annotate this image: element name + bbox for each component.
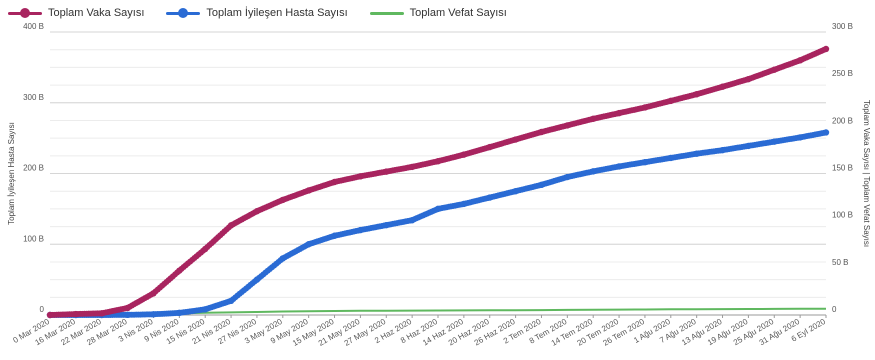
data-point — [538, 128, 545, 136]
data-point — [408, 216, 416, 224]
data-point — [590, 168, 597, 175]
legend-item-toplam-vaka-sayisi[interactable]: Toplam Vaka Sayısı — [8, 7, 144, 19]
data-point — [486, 194, 493, 201]
data-point — [331, 232, 338, 239]
data-point — [253, 276, 261, 283]
data-point — [641, 104, 649, 111]
y-right-tick-label: 300 B — [832, 22, 853, 31]
data-point — [745, 75, 752, 83]
data-point — [305, 241, 312, 248]
data-point — [279, 255, 286, 262]
data-point — [357, 173, 364, 180]
data-point — [383, 221, 390, 229]
data-point — [434, 158, 442, 165]
data-point — [176, 267, 183, 274]
legend-line — [369, 12, 404, 15]
data-point — [46, 311, 54, 319]
data-point — [796, 57, 804, 64]
data-point — [150, 311, 157, 318]
data-point — [202, 306, 209, 313]
data-point — [822, 129, 830, 136]
y-left-tick-label: 100 B — [23, 234, 44, 243]
data-point — [719, 83, 726, 90]
data-point — [383, 168, 390, 175]
legend-swatch — [369, 7, 404, 19]
data-point — [227, 222, 235, 229]
data-point — [434, 205, 442, 213]
legend-item-toplam-vefat-sayisi[interactable]: Toplam Vefat Sayısı — [369, 7, 507, 19]
data-point — [822, 45, 830, 53]
data-point — [719, 146, 726, 154]
y-left-tick-label: 0 — [40, 305, 45, 314]
y-right-tick-label: 150 B — [832, 164, 853, 173]
data-point — [202, 245, 209, 253]
legend-swatch — [8, 7, 42, 19]
y-left-tick-label: 300 B — [23, 93, 44, 102]
data-point — [564, 173, 571, 181]
data-point — [486, 143, 493, 151]
data-point — [72, 310, 80, 318]
data-point — [693, 91, 700, 98]
legend-label: Toplam Vaka Sayısı — [48, 7, 145, 19]
y-right-tick-label: 200 B — [832, 116, 853, 125]
series-toplam-vaka-sayisi — [46, 45, 830, 319]
data-point — [641, 158, 649, 166]
data-point — [512, 187, 519, 195]
data-point — [512, 136, 519, 143]
data-point — [279, 196, 286, 204]
y-right-tick-label: 50 B — [832, 258, 848, 267]
data-point — [460, 200, 468, 208]
data-point — [150, 290, 157, 297]
series-toplam-i-yilesen-hasta-sayisi — [46, 129, 830, 319]
data-point — [98, 310, 105, 317]
data-point — [305, 187, 312, 194]
y-left-axis-title: Toplam İyileşen Hasta Sayısı — [7, 122, 16, 225]
y-left-tick-label: 200 B — [23, 164, 44, 173]
legend-label: Toplam İyileşen Hasta Sayısı — [206, 7, 348, 19]
data-point — [745, 142, 752, 150]
data-point — [538, 181, 545, 189]
data-point — [771, 138, 778, 145]
legend-item-toplam-i-yilesen-hasta-sayisi[interactable]: Toplam İyileşen Hasta Sayısı — [166, 7, 348, 19]
y-right-tick-label: 0 — [832, 305, 837, 314]
y-right-tick-label: 250 B — [832, 69, 853, 78]
y-right-tick-label: 100 B — [832, 211, 853, 220]
data-point — [227, 297, 235, 305]
data-point — [357, 226, 364, 234]
data-point — [796, 134, 804, 141]
data-point — [176, 309, 183, 317]
y-right-axis-title: Toplam Vaka Sayısı | Toplam Vefat Sayısı — [862, 100, 871, 247]
data-point — [667, 154, 674, 162]
data-point — [615, 163, 623, 170]
data-point — [124, 304, 131, 312]
data-point — [564, 122, 571, 129]
data-point — [615, 109, 623, 117]
legend: Toplam Vaka Sayısı Toplam İyileşen Hasta … — [0, 0, 507, 26]
data-point — [460, 151, 468, 158]
data-point — [124, 311, 131, 319]
data-point — [408, 163, 416, 171]
y-left-tick-label: 400 B — [23, 22, 44, 31]
data-point — [693, 150, 700, 157]
legend-dot — [178, 8, 189, 18]
data-point — [667, 97, 674, 105]
legend-label: Toplam Vefat Sayısı — [409, 7, 507, 19]
data-point — [590, 115, 597, 122]
data-point — [331, 178, 338, 186]
legend-dot — [20, 8, 30, 18]
legend-swatch — [166, 7, 201, 19]
data-point — [771, 66, 778, 73]
data-point — [253, 208, 261, 215]
